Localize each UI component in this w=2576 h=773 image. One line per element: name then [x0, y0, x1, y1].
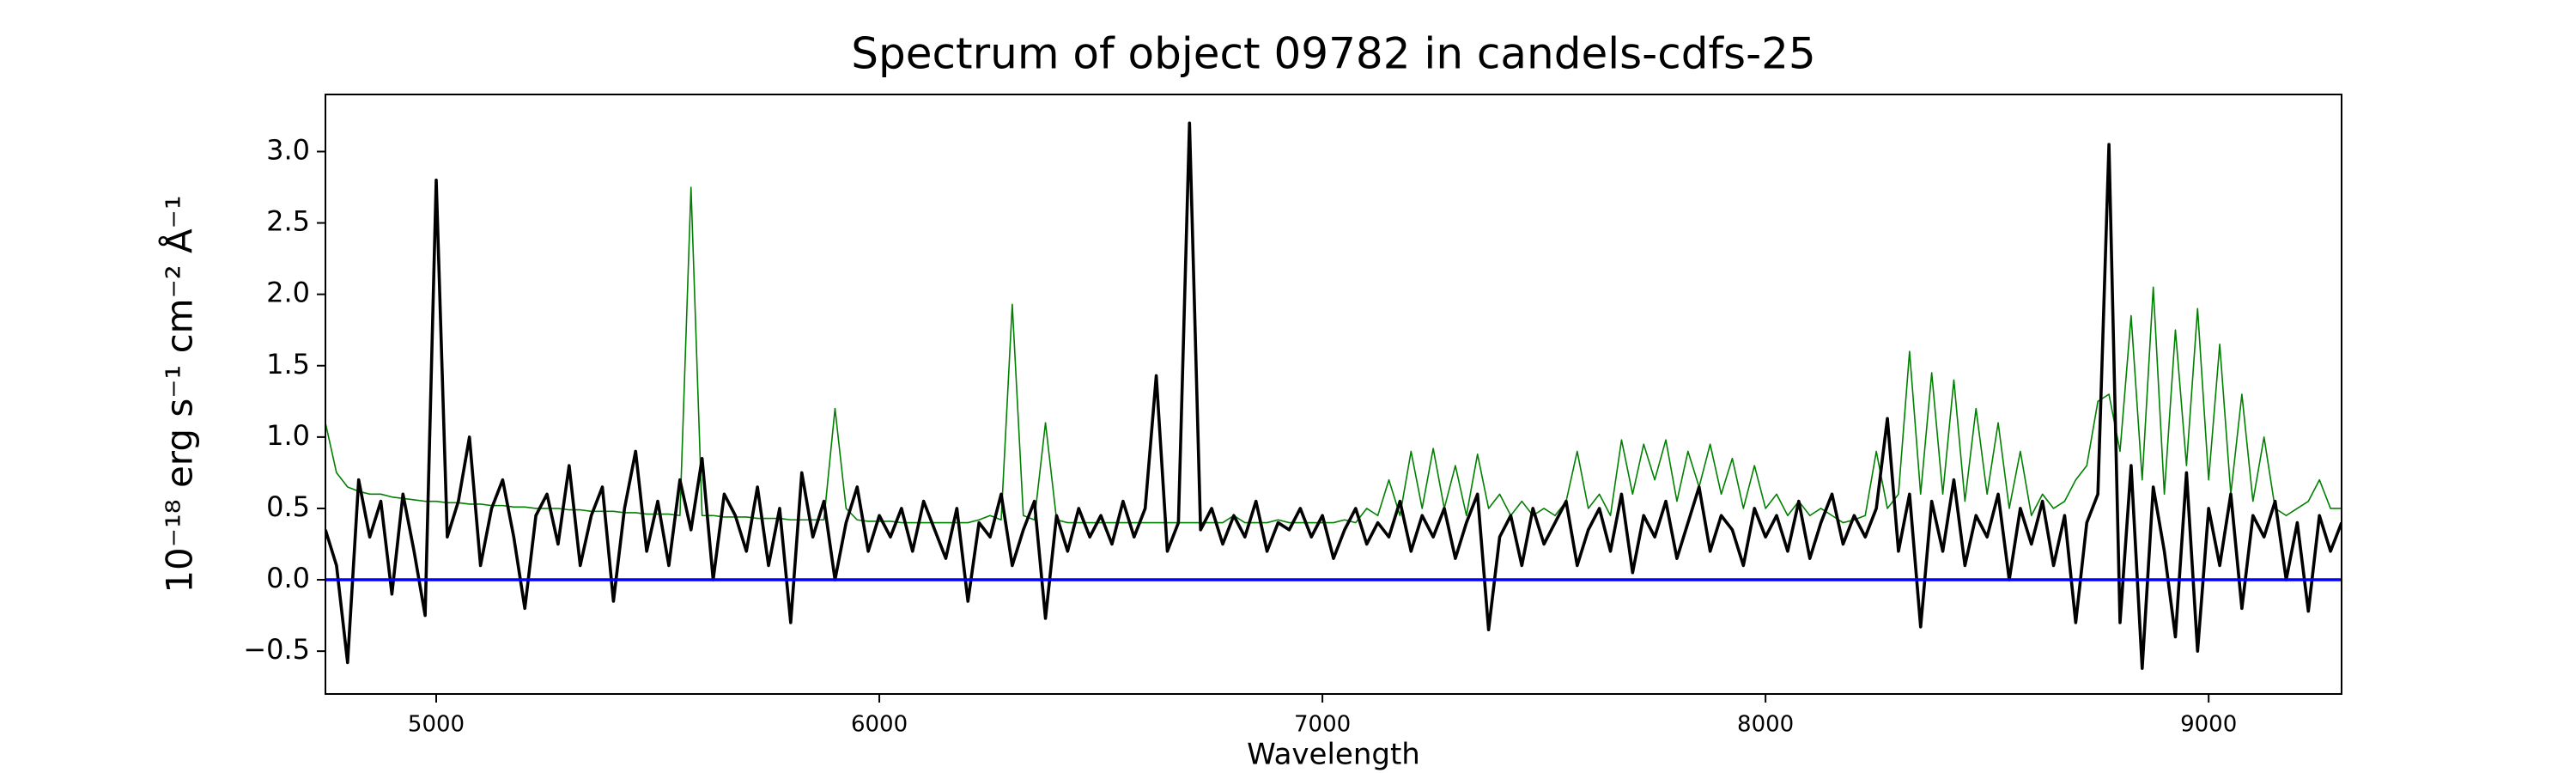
x-axis-label: Wavelength [1247, 738, 1420, 772]
y-tick-label: −0.5 [243, 633, 310, 666]
spectrum-line [325, 186, 2342, 524]
spectrum-line [325, 121, 2342, 670]
y-tick-label: 0.0 [266, 562, 310, 594]
y-axis-label: 10⁻¹⁸ erg s⁻¹ cm⁻² Å⁻¹ [158, 195, 201, 593]
plot-frame [325, 94, 2342, 695]
x-tick-label: 9000 [2180, 712, 2237, 738]
x-tick-label: 7000 [1294, 712, 1351, 738]
y-tick-label: 0.5 [266, 490, 310, 523]
x-tick-label: 6000 [851, 712, 908, 738]
chart-title: Spectrum of object 09782 in candels-cdfs… [851, 29, 1816, 79]
y-tick-label: 2.5 [266, 205, 310, 238]
y-tick-label: 2.0 [266, 277, 310, 309]
x-tick-label: 5000 [408, 712, 465, 738]
x-tick-label: 8000 [1737, 712, 1794, 738]
y-tick-label: 1.5 [266, 348, 310, 380]
y-tick-label: 3.0 [266, 133, 310, 166]
plot-area [325, 121, 2342, 670]
y-tick-label: 1.0 [266, 419, 310, 452]
